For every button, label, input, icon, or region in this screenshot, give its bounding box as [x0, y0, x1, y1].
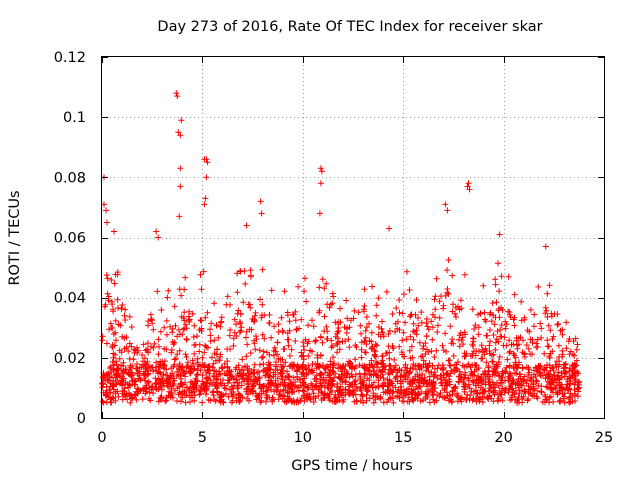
- x-tick-label: 10: [294, 430, 312, 446]
- plot-frame: [101, 56, 605, 419]
- y-tick-label: 0.1: [63, 110, 86, 126]
- chart-title: Day 273 of 2016, Rate Of TEC Index for r…: [157, 19, 542, 35]
- y-tick-labels: 0 0.02 0.04 0.06 0.08 0.1 0.12: [54, 50, 86, 427]
- data-points: [99, 90, 583, 406]
- x-tick-label: 15: [394, 430, 412, 446]
- y-tick-label: 0.04: [54, 291, 86, 307]
- x-tick-label: 25: [595, 430, 613, 446]
- scatter-points-plus-markers: [99, 90, 583, 406]
- axis-ticks: [102, 57, 605, 419]
- x-tick-label: 5: [198, 430, 207, 446]
- x-tick-label: 0: [97, 430, 106, 446]
- x-tick-label: 20: [494, 430, 512, 446]
- y-tick-label: 0.08: [54, 170, 86, 186]
- y-tick-label: 0.06: [54, 231, 86, 247]
- y-axis-label: ROTI / TECUs: [7, 190, 23, 285]
- x-axis-label: GPS time / hours: [291, 458, 412, 474]
- y-tick-label: 0.02: [54, 351, 86, 367]
- y-tick-label: 0: [77, 411, 86, 427]
- x-tick-labels: 0 5 10 15 20 25: [97, 430, 613, 446]
- y-tick-label: 0.12: [54, 50, 86, 66]
